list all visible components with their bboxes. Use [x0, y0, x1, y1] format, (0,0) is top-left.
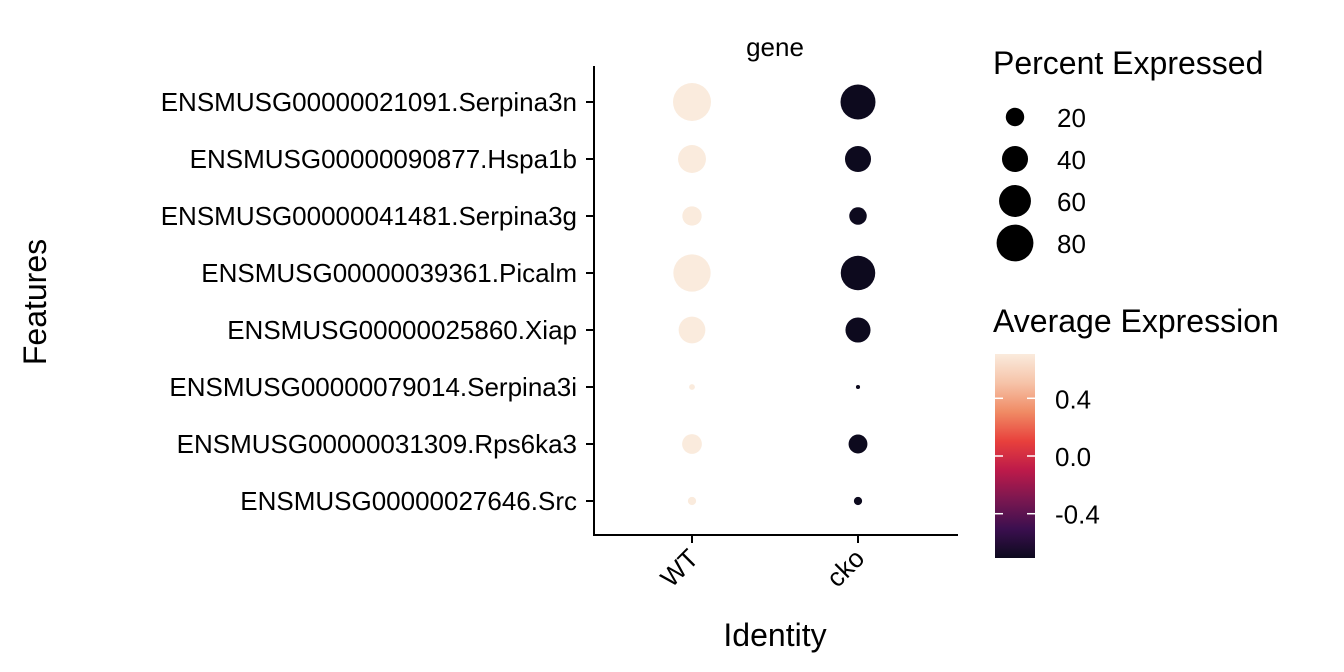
x-axis-ticks: WT cko: [654, 535, 870, 593]
y-axis-ticks: ENSMUSG00000021091.Serpina3n ENSMUSG00000…: [161, 87, 594, 516]
dot-wt-0: [673, 83, 711, 121]
y-tick-label: ENSMUSG00000039361.Picalm: [201, 258, 577, 288]
y-tick-label: ENSMUSG00000027646.Src: [240, 486, 577, 516]
size-legend-dot: [1005, 107, 1025, 127]
data-points: [673, 83, 876, 506]
y-tick-label: ENSMUSG00000031309.Rps6ka3: [177, 429, 577, 459]
x-tick-label: WT: [654, 543, 704, 593]
size-legend-items: 20 40 60 80: [996, 103, 1086, 262]
size-legend-dot: [999, 185, 1031, 217]
size-legend-dot: [1001, 145, 1029, 173]
x-axis-title: Identity: [723, 617, 826, 653]
dot-wt-4: [678, 316, 706, 344]
y-tick-label: ENSMUSG00000025860.Xiap: [227, 315, 577, 345]
color-legend-label: 0.4: [1055, 384, 1091, 414]
color-legend: Average Expression 0.4 0.0 -0.4: [993, 303, 1279, 558]
size-legend-label: 80: [1057, 229, 1086, 259]
color-legend-title: Average Expression: [993, 303, 1279, 339]
y-tick-label: ENSMUSG00000041481.Serpina3g: [161, 201, 577, 231]
dot-wt-6: [682, 434, 702, 454]
x-tick-label: cko: [820, 543, 870, 593]
y-tick-label: ENSMUSG00000090877.Hspa1b: [190, 144, 577, 174]
y-axis-title: Features: [17, 239, 53, 365]
dot-wt-2: [682, 206, 702, 226]
dot-wt-5: [689, 384, 695, 390]
color-legend-label: 0.0: [1055, 442, 1091, 472]
size-legend-label: 60: [1057, 187, 1086, 217]
color-legend-label: -0.4: [1055, 500, 1100, 530]
dot-cko-3: [840, 255, 876, 291]
size-legend-title: Percent Expressed: [993, 45, 1263, 81]
dot-wt-3: [673, 254, 711, 292]
dot-cko-6: [848, 434, 868, 454]
dot-wt-7: [687, 496, 697, 506]
dot-cko-0: [840, 84, 876, 120]
dot-cko-4: [845, 317, 871, 343]
dot-wt-1: [678, 145, 706, 173]
dot-cko-2: [849, 207, 867, 225]
y-tick-label: ENSMUSG00000021091.Serpina3n: [161, 87, 577, 117]
color-legend-ticks: 0.4 0.0 -0.4: [995, 384, 1100, 530]
size-legend-dot: [996, 224, 1034, 262]
y-tick-label: ENSMUSG00000079014.Serpina3i: [169, 372, 577, 402]
panel-title: gene: [746, 32, 804, 62]
size-legend: Percent Expressed 20 40 60 80: [993, 45, 1263, 262]
dot-cko-7: [853, 496, 863, 506]
dot-cko-1: [844, 145, 872, 173]
dot-cko-5: [855, 384, 861, 390]
size-legend-label: 20: [1057, 103, 1086, 133]
size-legend-label: 40: [1057, 145, 1086, 175]
